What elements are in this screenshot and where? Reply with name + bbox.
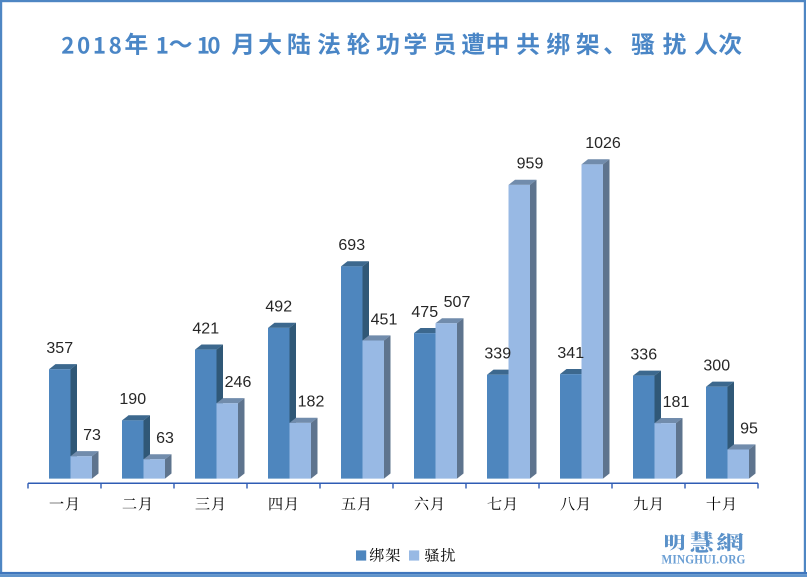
svg-text:339: 339 bbox=[484, 346, 511, 363]
svg-text:336: 336 bbox=[630, 346, 657, 363]
svg-text:300: 300 bbox=[703, 358, 730, 375]
svg-text:182: 182 bbox=[298, 394, 325, 411]
svg-text:507: 507 bbox=[444, 294, 471, 311]
svg-text:190: 190 bbox=[119, 391, 146, 408]
svg-text:1026: 1026 bbox=[585, 135, 621, 152]
svg-text:181: 181 bbox=[663, 394, 690, 411]
svg-text:73: 73 bbox=[83, 427, 101, 444]
svg-text:246: 246 bbox=[225, 374, 252, 391]
svg-text:63: 63 bbox=[156, 430, 174, 447]
svg-text:421: 421 bbox=[192, 320, 219, 337]
svg-text:341: 341 bbox=[557, 345, 584, 362]
svg-text:959: 959 bbox=[517, 156, 544, 173]
svg-text:693: 693 bbox=[338, 237, 365, 254]
svg-text:451: 451 bbox=[371, 311, 398, 328]
svg-text:475: 475 bbox=[411, 304, 438, 321]
svg-text:MINGHUI.ORG: MINGHUI.ORG bbox=[661, 552, 745, 567]
svg-text:95: 95 bbox=[740, 420, 758, 437]
svg-text:492: 492 bbox=[265, 299, 292, 316]
svg-text:357: 357 bbox=[46, 340, 73, 357]
